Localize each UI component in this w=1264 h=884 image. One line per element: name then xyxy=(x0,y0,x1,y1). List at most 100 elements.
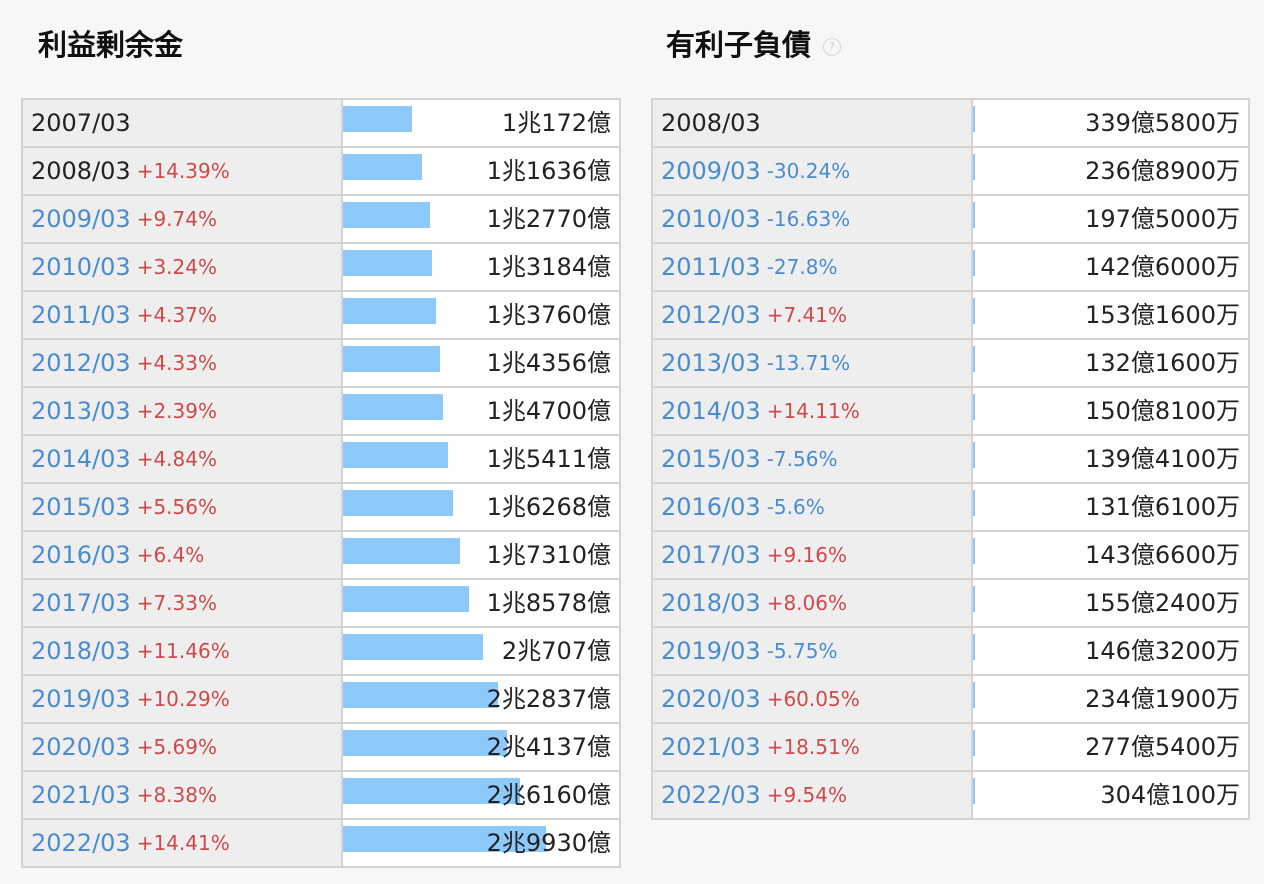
period-link[interactable]: 2013/03 xyxy=(31,397,131,425)
change-percent: +6.4% xyxy=(136,543,205,567)
value-cell: 304億100万 xyxy=(973,772,1248,818)
value-text: 1兆172億 xyxy=(501,109,611,137)
value-cell: 155億2400万 xyxy=(973,580,1248,626)
period-cell: 2007/03 xyxy=(23,100,341,146)
value-text: 277億5400万 xyxy=(1085,733,1240,761)
value-bar xyxy=(973,442,975,468)
value-cell: 146億3200万 xyxy=(973,628,1248,674)
table-row: 2011/03 +4.37% 1兆3760億 xyxy=(23,292,619,338)
table-row: 2014/03 +4.84% 1兆5411億 xyxy=(23,436,619,482)
period-cell: 2008/03 xyxy=(653,100,971,146)
value-cell: 1兆1636億 xyxy=(343,148,619,194)
table-row: 2015/03 +5.56% 1兆6268億 xyxy=(23,484,619,530)
value-bar xyxy=(343,346,440,372)
period-cell: 2017/03 +7.33% xyxy=(23,580,341,626)
period-link[interactable]: 2016/03 xyxy=(31,541,131,569)
period-link[interactable]: 2020/03 xyxy=(31,733,131,761)
value-bar xyxy=(973,346,975,372)
period-link[interactable]: 2012/03 xyxy=(661,301,761,329)
table-row: 2018/03 +11.46% 2兆707億 xyxy=(23,628,619,674)
value-cell: 131億6100万 xyxy=(973,484,1248,530)
value-bar xyxy=(343,250,432,276)
value-cell: 197億5000万 xyxy=(973,196,1248,242)
period-link[interactable]: 2012/03 xyxy=(31,349,131,377)
period-link[interactable]: 2021/03 xyxy=(31,781,131,809)
value-bar xyxy=(973,394,975,420)
value-text: 142億6000万 xyxy=(1085,253,1240,281)
table-row: 2020/03 +5.69% 2兆4137億 xyxy=(23,724,619,770)
value-text: 2兆9930億 xyxy=(486,829,611,857)
change-percent: +14.41% xyxy=(136,831,230,855)
period-cell: 2008/03 +14.39% xyxy=(23,148,341,194)
period-link[interactable]: 2014/03 xyxy=(31,445,131,473)
value-text: 339億5800万 xyxy=(1085,109,1240,137)
period-link[interactable]: 2018/03 xyxy=(661,589,761,617)
value-bar xyxy=(973,682,975,708)
period-link[interactable]: 2011/03 xyxy=(661,253,761,281)
period-link[interactable]: 2011/03 xyxy=(31,301,131,329)
value-cell: 1兆2770億 xyxy=(343,196,619,242)
period-link[interactable]: 2015/03 xyxy=(661,445,761,473)
value-bar xyxy=(973,586,975,612)
value-bar xyxy=(973,490,975,516)
period-link[interactable]: 2017/03 xyxy=(661,541,761,569)
table-row: 2012/03 +7.41% 153億1600万 xyxy=(653,292,1248,338)
value-cell: 2兆4137億 xyxy=(343,724,619,770)
value-cell: 1兆3184億 xyxy=(343,244,619,290)
period-link[interactable]: 2018/03 xyxy=(31,637,131,665)
value-text: 2兆6160億 xyxy=(486,781,611,809)
period-link[interactable]: 2015/03 xyxy=(31,493,131,521)
value-cell: 132億1600万 xyxy=(973,340,1248,386)
change-percent: +14.39% xyxy=(136,159,230,183)
table-row: 2010/03 -16.63% 197億5000万 xyxy=(653,196,1248,242)
period-link[interactable]: 2016/03 xyxy=(661,493,761,521)
value-cell: 1兆8578億 xyxy=(343,580,619,626)
value-bar xyxy=(973,730,975,756)
table-row: 2020/03 +60.05% 234億1900万 xyxy=(653,676,1248,722)
value-cell: 142億6000万 xyxy=(973,244,1248,290)
change-percent: +5.69% xyxy=(136,735,217,759)
value-text: 139億4100万 xyxy=(1085,445,1240,473)
value-text: 234億1900万 xyxy=(1085,685,1240,713)
period-cell: 2016/03 -5.6% xyxy=(653,484,971,530)
change-percent: -27.8% xyxy=(766,255,838,279)
period-link[interactable]: 2010/03 xyxy=(31,253,131,281)
period-link[interactable]: 2013/03 xyxy=(661,349,761,377)
value-bar xyxy=(343,538,460,564)
value-bar xyxy=(343,586,469,612)
period-link[interactable]: 2020/03 xyxy=(661,685,761,713)
value-text: 2兆707億 xyxy=(501,637,611,665)
value-text: 1兆7310億 xyxy=(486,541,611,569)
value-cell: 1兆6268億 xyxy=(343,484,619,530)
value-bar xyxy=(973,298,975,324)
period-link[interactable]: 2014/03 xyxy=(661,397,761,425)
value-cell: 236億8900万 xyxy=(973,148,1248,194)
value-text: 150億8100万 xyxy=(1085,397,1240,425)
value-bar xyxy=(343,682,498,708)
period-cell: 2009/03 +9.74% xyxy=(23,196,341,242)
period-cell: 2015/03 +5.56% xyxy=(23,484,341,530)
value-text: 143億6600万 xyxy=(1085,541,1240,569)
table-row: 2021/03 +8.38% 2兆6160億 xyxy=(23,772,619,818)
table-row: 2013/03 -13.71% 132億1600万 xyxy=(653,340,1248,386)
period-link[interactable]: 2021/03 xyxy=(661,733,761,761)
period-link[interactable]: 2022/03 xyxy=(31,829,131,857)
value-cell: 143億6600万 xyxy=(973,532,1248,578)
change-percent: +7.41% xyxy=(766,303,847,327)
value-bar xyxy=(973,538,975,564)
question-circle-icon[interactable]: ? xyxy=(823,38,842,56)
period-cell: 2017/03 +9.16% xyxy=(653,532,971,578)
period-cell: 2012/03 +7.41% xyxy=(653,292,971,338)
value-bar xyxy=(343,202,430,228)
period-link[interactable]: 2009/03 xyxy=(31,205,131,233)
period-link[interactable]: 2022/03 xyxy=(661,781,761,809)
period-cell: 2011/03 +4.37% xyxy=(23,292,341,338)
period-link[interactable]: 2017/03 xyxy=(31,589,131,617)
value-cell: 2兆9930億 xyxy=(343,820,619,866)
period-link[interactable]: 2019/03 xyxy=(661,637,761,665)
period-link[interactable]: 2019/03 xyxy=(31,685,131,713)
period-link[interactable]: 2009/03 xyxy=(661,157,761,185)
table-row: 2009/03 -30.24% 236億8900万 xyxy=(653,148,1248,194)
period-link[interactable]: 2010/03 xyxy=(661,205,761,233)
change-percent: -5.75% xyxy=(766,639,838,663)
